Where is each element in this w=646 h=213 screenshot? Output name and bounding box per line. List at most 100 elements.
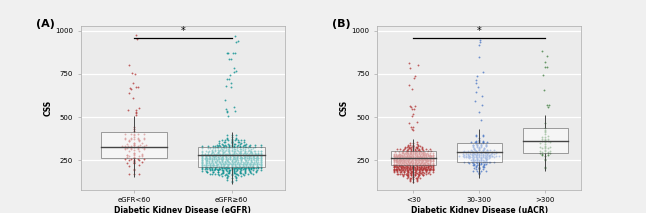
Point <box>243 164 253 168</box>
Point <box>129 156 140 160</box>
Point <box>124 149 134 153</box>
Point <box>415 166 426 169</box>
Point <box>398 149 408 152</box>
Point <box>253 152 263 155</box>
Point <box>253 149 263 152</box>
Point <box>222 163 232 166</box>
Point <box>219 162 229 166</box>
Point <box>412 176 422 179</box>
Point <box>399 172 410 176</box>
Point <box>406 169 417 172</box>
Point <box>400 152 410 155</box>
Point <box>197 159 207 163</box>
Point <box>406 172 417 176</box>
Point <box>207 158 217 162</box>
Point <box>417 153 428 157</box>
Point <box>540 140 550 143</box>
Point <box>129 73 140 76</box>
Point <box>477 140 488 143</box>
Point <box>472 142 482 146</box>
Point <box>234 156 245 160</box>
Point <box>416 161 426 165</box>
Point <box>222 52 232 55</box>
Point <box>476 161 486 164</box>
Point <box>197 164 207 168</box>
Point <box>490 150 501 154</box>
Point <box>487 155 497 158</box>
Point <box>242 154 252 157</box>
Point <box>419 158 430 161</box>
Point <box>237 164 247 167</box>
Point <box>426 150 437 153</box>
Point <box>468 151 479 154</box>
Point <box>238 161 248 164</box>
Point <box>470 153 481 156</box>
Point <box>246 158 256 161</box>
Point <box>474 43 484 46</box>
Point <box>207 161 218 165</box>
Point <box>413 154 423 158</box>
Point <box>545 151 556 154</box>
Point <box>212 158 222 162</box>
Point <box>207 151 217 154</box>
Point <box>419 154 430 158</box>
Point <box>408 144 419 147</box>
Point <box>535 149 545 153</box>
Point <box>240 170 250 174</box>
Point <box>476 157 486 161</box>
Point <box>414 163 424 167</box>
Point <box>410 172 421 176</box>
Point <box>213 149 224 153</box>
Point <box>393 166 404 170</box>
Point <box>471 90 481 93</box>
Point <box>474 146 484 149</box>
Point <box>417 163 428 166</box>
Point <box>417 168 427 171</box>
Point <box>426 167 436 170</box>
Point <box>537 152 547 155</box>
Point <box>483 150 494 154</box>
Point <box>481 149 492 152</box>
Point <box>220 166 230 170</box>
Point <box>414 170 424 173</box>
Point <box>428 165 438 169</box>
Point <box>408 113 419 116</box>
Point <box>234 150 245 154</box>
Point <box>240 146 250 149</box>
Point <box>214 153 225 156</box>
Point <box>398 168 408 171</box>
Point <box>410 157 420 160</box>
Point <box>395 154 405 157</box>
Point <box>212 145 222 149</box>
Point <box>247 152 257 155</box>
Point <box>388 165 399 168</box>
Point <box>412 156 422 160</box>
Point <box>481 169 491 173</box>
Point <box>424 160 435 164</box>
Point <box>238 138 249 142</box>
Point <box>253 151 263 155</box>
Point <box>388 158 399 161</box>
Point <box>540 128 550 132</box>
Point <box>404 156 415 160</box>
Point <box>399 158 410 162</box>
Point <box>213 151 223 155</box>
Point <box>222 110 232 114</box>
Point <box>406 171 417 174</box>
Point <box>252 155 262 158</box>
Point <box>197 156 207 159</box>
Point <box>402 156 413 160</box>
Point <box>543 135 554 138</box>
Point <box>412 150 422 153</box>
Point <box>408 153 419 156</box>
Point <box>395 165 406 168</box>
Point <box>406 157 417 161</box>
Point <box>211 166 221 169</box>
Point <box>422 162 433 166</box>
Point <box>395 147 406 151</box>
Point <box>409 108 419 111</box>
Point <box>245 164 255 167</box>
Text: (B): (B) <box>332 19 351 29</box>
Point <box>220 141 231 144</box>
Point <box>428 162 438 166</box>
